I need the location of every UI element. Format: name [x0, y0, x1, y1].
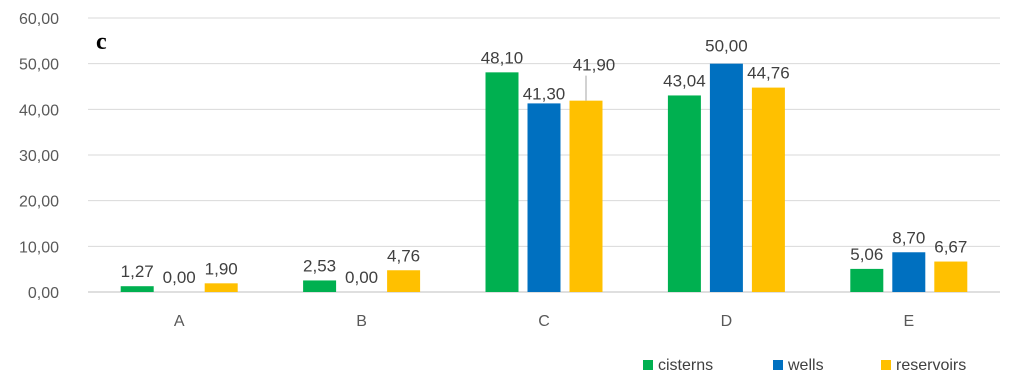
- data-label: 41,90: [573, 56, 616, 75]
- category-label: B: [356, 313, 367, 330]
- bars: [120, 63, 968, 293]
- bar-cisterns-D: [667, 95, 701, 292]
- legend-swatch-cisterns: [643, 360, 653, 370]
- category-label: D: [721, 313, 733, 330]
- data-label: 41,30: [523, 84, 566, 103]
- bar-reservoirs-D: [751, 87, 785, 292]
- data-label: 0,00: [163, 268, 196, 287]
- bar-reservoirs-B: [387, 270, 421, 292]
- data-label: 48,10: [481, 48, 524, 67]
- data-label: 8,70: [892, 228, 925, 247]
- y-tick-label: 10,00: [19, 239, 59, 256]
- y-tick-label: 50,00: [19, 57, 59, 74]
- bar-reservoirs-C: [569, 100, 603, 292]
- y-tick-label: 0,00: [28, 285, 59, 302]
- category-label: C: [538, 313, 550, 330]
- legend-swatch-reservoirs: [881, 360, 891, 370]
- data-label: 1,90: [205, 259, 238, 278]
- data-label: 2,53: [303, 256, 336, 275]
- panel-label: c: [96, 29, 107, 55]
- bar-wells-C: [527, 103, 561, 292]
- data-label: 44,76: [747, 64, 790, 83]
- category-label: E: [903, 313, 914, 330]
- bar-cisterns-B: [303, 280, 337, 292]
- y-tick-label: 20,00: [19, 194, 59, 211]
- data-label: 1,27: [121, 262, 154, 281]
- bar-wells-D: [709, 63, 743, 292]
- data-label: 50,00: [705, 37, 748, 56]
- bar-reservoirs-E: [934, 261, 968, 292]
- legend: cisterns wells reservoirs: [643, 357, 966, 374]
- data-label: 5,06: [850, 245, 883, 264]
- category-label: A: [174, 313, 185, 330]
- bar-reservoirs-A: [204, 283, 238, 292]
- data-label: 43,04: [663, 71, 706, 90]
- y-tick-label: 30,00: [19, 148, 59, 165]
- data-label: 0,00: [345, 268, 378, 287]
- data-label: 6,67: [934, 238, 967, 257]
- bar-cisterns-C: [485, 72, 519, 293]
- legend-label-cisterns: cisterns: [658, 357, 713, 374]
- bar-wells-E: [892, 252, 926, 292]
- x-axis: A B C D E: [174, 313, 914, 330]
- y-axis: 0,00 10,00 20,00 30,00 40,00 50,00 60,00: [19, 11, 59, 302]
- y-tick-label: 40,00: [19, 102, 59, 119]
- legend-label-reservoirs: reservoirs: [896, 357, 966, 374]
- legend-swatch-wells: [773, 360, 783, 370]
- bar-cisterns-E: [850, 268, 884, 292]
- data-labels: 1,27 0,00 1,90 2,53 0,00 4,76 48,10 41,30 41,90 4…: [121, 37, 968, 287]
- data-label: 4,76: [387, 246, 420, 265]
- legend-label-wells: wells: [787, 357, 824, 374]
- y-tick-label: 60,00: [19, 11, 59, 28]
- bar-cisterns-A: [120, 286, 154, 292]
